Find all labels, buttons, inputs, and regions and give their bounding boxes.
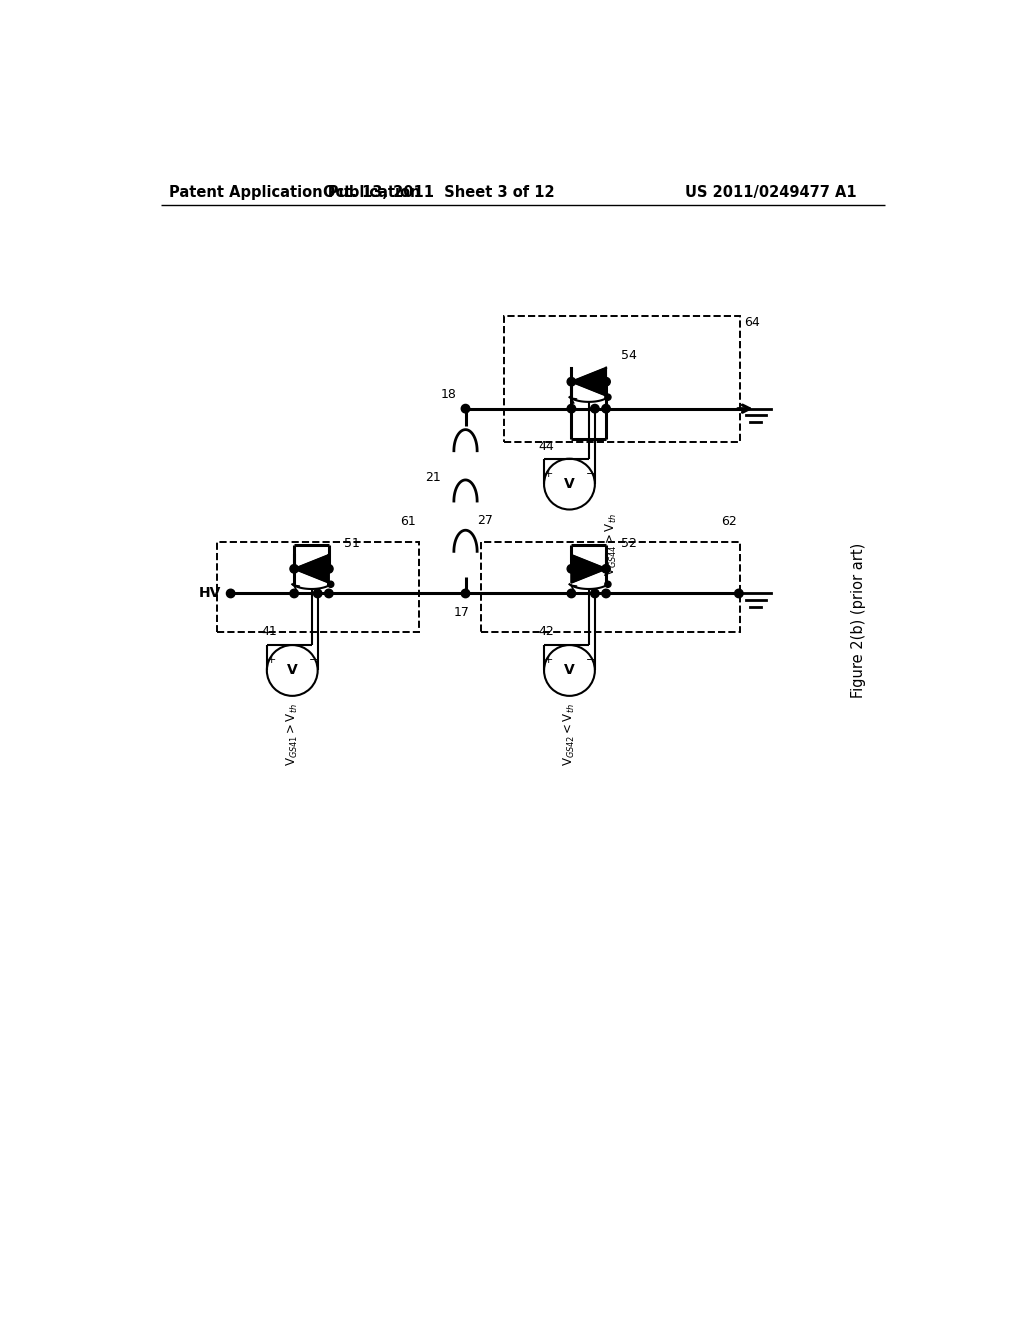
Circle shape xyxy=(328,581,334,587)
Text: 52: 52 xyxy=(621,536,637,549)
Text: 61: 61 xyxy=(399,515,416,528)
Circle shape xyxy=(567,589,575,598)
Circle shape xyxy=(602,404,610,413)
Text: V$_{GS42}$$<$V$_{th}$: V$_{GS42}$$<$V$_{th}$ xyxy=(562,702,577,766)
Text: 41: 41 xyxy=(261,626,278,638)
Circle shape xyxy=(734,589,743,598)
Circle shape xyxy=(602,589,610,598)
Circle shape xyxy=(591,404,599,413)
Text: +: + xyxy=(544,656,553,665)
Text: Oct. 13, 2011  Sheet 3 of 12: Oct. 13, 2011 Sheet 3 of 12 xyxy=(323,185,554,201)
Text: US 2011/0249477 A1: US 2011/0249477 A1 xyxy=(685,185,857,201)
Bar xyxy=(504,317,740,442)
Circle shape xyxy=(567,565,575,573)
Circle shape xyxy=(567,378,575,385)
Polygon shape xyxy=(294,554,329,582)
Text: 21: 21 xyxy=(425,471,441,484)
Circle shape xyxy=(605,581,611,587)
Text: −: − xyxy=(308,656,317,665)
Circle shape xyxy=(591,589,599,598)
Bar xyxy=(481,541,740,632)
Circle shape xyxy=(290,565,298,573)
Text: 51: 51 xyxy=(344,536,359,549)
Circle shape xyxy=(602,565,610,573)
Text: 54: 54 xyxy=(621,350,637,363)
Circle shape xyxy=(325,565,333,573)
Circle shape xyxy=(461,404,470,413)
Text: V$_{GS41}$$>$V$_{th}$: V$_{GS41}$$>$V$_{th}$ xyxy=(285,702,300,766)
Circle shape xyxy=(605,395,611,400)
Text: 18: 18 xyxy=(440,388,457,401)
Polygon shape xyxy=(571,554,606,582)
Text: +: + xyxy=(544,469,553,479)
Polygon shape xyxy=(571,368,606,396)
Text: Figure 2(b) (prior art): Figure 2(b) (prior art) xyxy=(851,543,865,698)
Circle shape xyxy=(226,589,234,598)
Text: V: V xyxy=(564,477,574,491)
Text: V: V xyxy=(564,664,574,677)
Text: 17: 17 xyxy=(454,606,470,619)
Circle shape xyxy=(602,378,610,385)
Text: V: V xyxy=(287,664,298,677)
Text: 64: 64 xyxy=(744,317,760,329)
Text: V$_{GS44}$$>$V$_{th}$: V$_{GS44}$$>$V$_{th}$ xyxy=(604,513,620,577)
Text: 44: 44 xyxy=(539,441,554,453)
Text: −: − xyxy=(586,656,595,665)
Text: 62: 62 xyxy=(721,515,736,528)
Circle shape xyxy=(567,404,575,413)
Text: HV: HV xyxy=(199,586,221,601)
Circle shape xyxy=(461,589,470,598)
Text: 27: 27 xyxy=(477,513,493,527)
Text: +: + xyxy=(267,656,276,665)
Text: −: − xyxy=(586,469,595,479)
Circle shape xyxy=(290,589,298,598)
Text: Patent Application Publication: Patent Application Publication xyxy=(169,185,421,201)
Text: 42: 42 xyxy=(539,626,554,638)
Bar xyxy=(217,541,419,632)
Circle shape xyxy=(313,589,322,598)
Circle shape xyxy=(325,589,333,598)
